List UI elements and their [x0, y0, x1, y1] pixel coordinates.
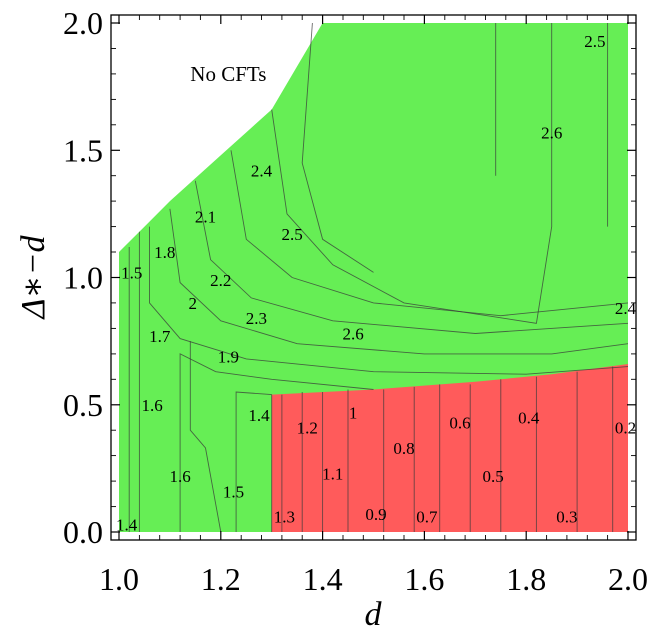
contour-label-11: 2.4 [615, 299, 637, 318]
y-axis-label: Δ∗−d [15, 235, 52, 321]
contour-label-9: 2.3 [246, 309, 267, 328]
x-tick-label: 1.4 [303, 561, 343, 597]
contour-label-7: 2.2 [210, 271, 231, 290]
contour-label-21: 0.8 [393, 439, 414, 458]
contour-label-22: 1.1 [322, 465, 343, 484]
contour-label-15: 1.4 [248, 406, 270, 425]
y-tick-label: 2.0 [63, 5, 103, 41]
y-tick-label: 0.0 [63, 514, 103, 550]
contour-label-20: 0.2 [615, 419, 636, 438]
contour-line-21 [271, 23, 553, 324]
contour-labels-layer: 2.5 2.4 2.6 2.1 2.5 1.8 1.5 2.2 2 2.3 2.6 2.4 1.7 1.9… [116, 32, 637, 535]
contour-label-10: 2.6 [342, 325, 363, 344]
contour-label-23: 1.6 [169, 467, 190, 486]
contour-label-28: 0.3 [556, 508, 577, 527]
contour-label-26: 0.9 [365, 505, 386, 524]
contour-label-19: 1.2 [297, 419, 318, 438]
x-tick-label: 1.8 [506, 561, 546, 597]
contour-label-3: 2.1 [195, 207, 216, 226]
axis-ticks-layer: 1.0 1.2 1.4 1.6 1.8 2.0 0.0 0.5 1.0 1.5 2.0 [63, 5, 648, 597]
contour-label-17: 0.6 [449, 414, 470, 433]
y-tick-label: 1.0 [63, 260, 103, 296]
annotation-no-cfts: No CFTs [190, 62, 266, 86]
x-axis-label: d [365, 596, 383, 633]
contour-label-27: 0.7 [416, 508, 438, 527]
region-red [271, 364, 628, 532]
y-tick-label: 1.5 [63, 132, 103, 168]
contour-label-0: 2.5 [584, 32, 605, 51]
x-tick-label: 1.6 [404, 561, 444, 597]
x-tick-label: 1.0 [99, 561, 139, 597]
y-tick-label: 0.5 [63, 387, 103, 423]
x-tick-label: 1.2 [201, 561, 241, 597]
contour-line-3 [235, 391, 272, 532]
contour-label-12: 1.7 [149, 327, 171, 346]
contour-line-19 [194, 180, 628, 334]
contour-label-25: 1.5 [223, 482, 244, 501]
contour-label-6: 1.5 [121, 263, 142, 282]
contour-line-17 [149, 226, 628, 375]
contour-label-18: 0.4 [518, 409, 540, 428]
contour-line-18 [169, 208, 628, 355]
contour-label-24: 0.5 [482, 467, 503, 486]
contour-label-1: 2.4 [251, 162, 273, 181]
contour-label-16: 1 [349, 403, 358, 422]
contour-label-29: 1.3 [274, 508, 295, 527]
contour-label-4: 2.5 [281, 225, 302, 244]
contour-lines-layer [128, 23, 628, 532]
contour-line-23 [301, 23, 374, 273]
contour-label-14: 1.6 [141, 396, 162, 415]
x-tick-label: 2.0 [608, 561, 648, 597]
contour-label-2: 2.6 [541, 123, 562, 142]
contour-label-30: 1.4 [116, 515, 138, 534]
contour-label-13: 1.9 [218, 347, 239, 366]
contour-line-2 [179, 353, 374, 532]
contour-label-5: 1.8 [154, 243, 175, 262]
contour-line-20 [230, 150, 628, 317]
contour-line-22 [189, 341, 222, 532]
contour-label-8: 2 [189, 294, 198, 313]
